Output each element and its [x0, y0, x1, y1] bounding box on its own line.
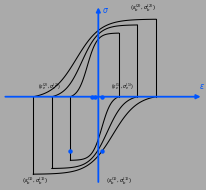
- Text: $(\varepsilon_e^{(2)},\sigma_e^{(2)})$: $(\varepsilon_e^{(2)},\sigma_e^{(2)})$: [39, 81, 61, 92]
- Text: $(\varepsilon_b^{(1)},\sigma_b^{(1)})$: $(\varepsilon_b^{(1)},\sigma_b^{(1)})$: [106, 176, 131, 187]
- Text: $(\varepsilon_e^{(1)},\sigma_e^{(1)})$: $(\varepsilon_e^{(1)},\sigma_e^{(1)})$: [111, 81, 134, 92]
- Text: $(\varepsilon_b^{(2)},\sigma_b^{(2)})$: $(\varepsilon_b^{(2)},\sigma_b^{(2)})$: [130, 3, 156, 14]
- Text: $\varepsilon$: $\varepsilon$: [199, 82, 205, 91]
- Text: $(\varepsilon_b^{(1)},\sigma_b^{(1)})$: $(\varepsilon_b^{(1)},\sigma_b^{(1)})$: [22, 176, 48, 187]
- Text: $\sigma$: $\sigma$: [102, 6, 109, 15]
